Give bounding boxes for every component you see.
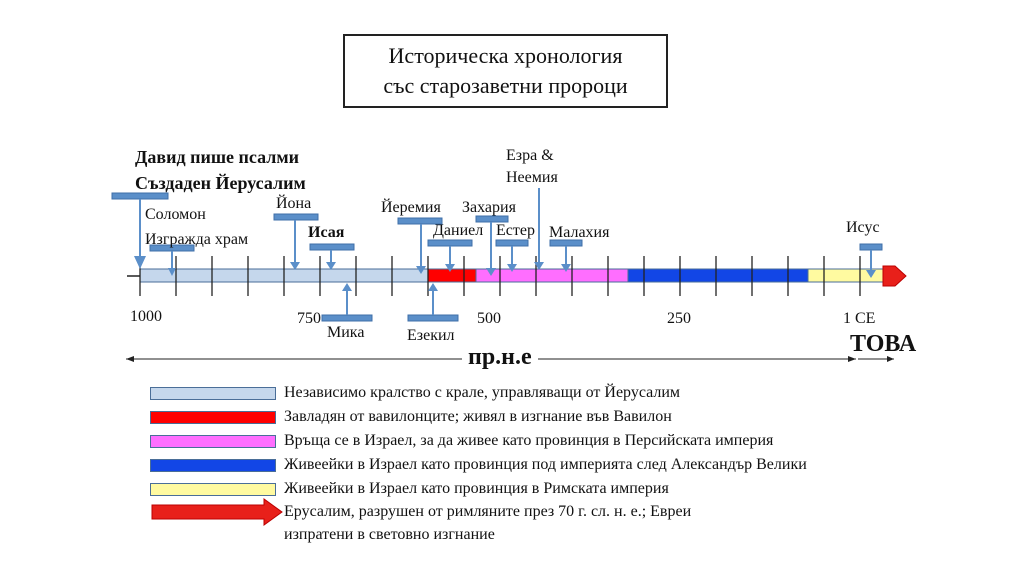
- marker-ezekiel-head: [428, 283, 438, 291]
- legend-text-kingdom: Независимо кралство с крале, управляващи…: [284, 384, 681, 401]
- legend-swatch-rome: [150, 482, 276, 496]
- event-solomon-line2: Изгражда храм: [145, 231, 249, 248]
- legend-text-babylon: Завладян от вавилонците; живял в изгнани…: [284, 408, 672, 425]
- legend-text-arrow-line1: Ерусалим, разрушен от римляните през 70 …: [284, 503, 692, 520]
- legend-row-persia: Връща се в Израел, за да живее като пров…: [150, 430, 773, 452]
- marker-zechariah-head: [486, 268, 496, 276]
- legend-text-greek: Живеейки в Израел като провинция под имп…: [284, 456, 807, 473]
- marker-esther-head: [507, 264, 517, 272]
- event-ezekiel: Езекил: [407, 327, 455, 344]
- marker-daniel-head: [445, 264, 455, 272]
- legend-row-greek: Живеейки в Израел като провинция под имп…: [150, 454, 807, 476]
- event-ezra-line1: Езра &: [506, 147, 554, 164]
- event-david-line1: Давид пише псалми: [135, 147, 299, 167]
- title-line-2: със старозаветни пророци: [383, 73, 628, 98]
- tick-label-250: 250: [667, 310, 691, 327]
- event-jesus: Исус: [846, 219, 880, 236]
- marker-jonah-head: [290, 262, 300, 270]
- tick-label-1ce: 1 CE: [843, 310, 876, 327]
- tick-label-1000: 1000: [130, 308, 162, 325]
- marker-jonah-bar: [273, 213, 319, 221]
- marker-isaiah-head: [326, 262, 336, 270]
- event-jonah: Йона: [276, 195, 312, 212]
- title-line-1: Историческа хронология: [388, 43, 623, 68]
- legend-swatch-persia: [150, 434, 276, 448]
- legend-text-persia: Връща се в Израел, за да живее като пров…: [284, 432, 774, 449]
- legend-arrow-swatch: [151, 498, 283, 526]
- bar-end-arrow: [882, 265, 907, 287]
- bar-persia: [475, 268, 629, 283]
- marker-micah-head: [342, 283, 352, 291]
- legend-swatch-babylon: [150, 410, 276, 424]
- tick-label-500: 500: [477, 310, 501, 327]
- marker-jeremiah-head: [416, 266, 426, 274]
- marker-ezra-head: [534, 262, 544, 270]
- era-bc-arrow-left: [126, 356, 134, 362]
- era-bc-label: пр.н.е: [462, 344, 538, 371]
- event-micah: Мика: [327, 324, 365, 341]
- marker-jesus-head: [866, 270, 876, 278]
- legend-text-rome: Живеейки в Израел като провинция в Римск…: [284, 480, 669, 497]
- legend-swatch-greek: [150, 458, 276, 472]
- event-ezra-line2: Неемия: [506, 169, 558, 186]
- event-daniel: Даниел: [433, 222, 484, 239]
- legend-row-rome: Живеейки в Израел като провинция в Римск…: [150, 478, 669, 500]
- marker-micah-bar: [321, 314, 373, 322]
- marker-david-head: [134, 256, 146, 269]
- era-ad-label: ТОВА: [850, 331, 917, 357]
- tick-label-750: 750: [297, 310, 321, 327]
- event-zechariah: Захария: [462, 199, 516, 216]
- marker-malachi-head: [561, 264, 571, 272]
- marker-jesus-bar: [859, 243, 883, 251]
- event-david-line2: Създаден Йерусалим: [135, 173, 306, 193]
- event-solomon-line1: Соломон: [145, 206, 206, 223]
- bar-greek: [627, 268, 809, 283]
- legend-swatch-kingdom: [150, 386, 276, 400]
- legend-row-babylon: Завладян от вавилонците; живял в изгнани…: [150, 406, 672, 428]
- era-ad-arrow: [887, 356, 894, 362]
- bar-babylon: [427, 268, 477, 283]
- marker-ezekiel-bar: [407, 314, 459, 322]
- era-bc-arrow-right: [848, 356, 856, 362]
- legend-row-kingdom: Независимо кралство с крале, управляващи…: [150, 382, 680, 404]
- event-malachi: Малахия: [549, 224, 610, 241]
- legend-text-arrow-line2: изпратени в световно изгнание: [284, 526, 495, 543]
- event-esther: Естер: [496, 222, 535, 239]
- marker-solomon-head: [168, 268, 176, 276]
- event-jeremiah: Йеремия: [381, 199, 441, 216]
- title-box: Историческа хронология със старозаветни …: [343, 34, 668, 108]
- marker-isaiah-bar: [309, 243, 355, 251]
- event-isaiah: Исая: [308, 224, 345, 241]
